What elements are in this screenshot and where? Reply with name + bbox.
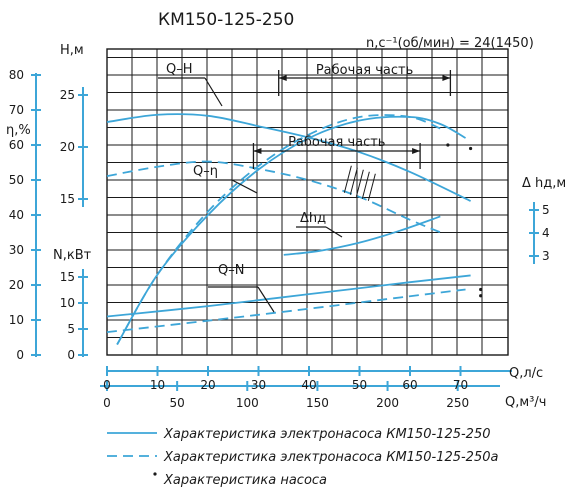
speed-label: n,с⁻¹(об/мин) = 24(1450) [366,36,534,51]
qh-curve-solid [106,113,471,202]
qn-label-leader-2 [257,286,275,313]
y-tick-label-dh: 4 [542,226,550,240]
pump-point-marker [446,143,450,147]
power-curve-solid [106,274,471,318]
y-tick-label-dh: 5 [542,203,550,217]
y-tick-label-N: 0 [67,348,75,362]
y-axis-label-eta: η,% [6,123,31,138]
pump-point-marker [469,146,473,151]
x-axis-label-m3h: Q,м³/ч [505,395,546,410]
y-tick-label-eta: 20 [9,278,24,292]
legend-label: Характеристика насоса [163,473,327,488]
x-axis-label-ls: Q,л/с [509,366,543,381]
y-axis-label-H: H,м [60,43,84,58]
operating-range-hatch [367,173,376,201]
y-tick-label-N: 10 [60,296,75,310]
operating-range-eta-label: Рабочая часть [288,135,385,150]
chart-marks [31,70,539,476]
npsh-label: Δhд [300,211,326,226]
y-axis-label-dh: Δ hд,м [522,176,566,191]
x-tick-label-ls: 70 [453,378,468,392]
y-tick-label-eta: 30 [9,243,24,257]
chart-title: КМ150-125-250 [158,10,294,30]
qh-label-leader-2 [204,77,223,107]
x-tick-label-ls: 60 [402,378,417,392]
y-tick-label-eta: 10 [9,313,24,327]
y-tick-label-eta: 80 [9,68,24,82]
qh-curve-dashed [106,160,441,234]
qh-label: Q–H [166,62,193,77]
operating-range-hatch [343,165,352,193]
x-tick-label-m3h: 0 [103,396,111,410]
y-tick-label-eta: 60 [9,138,24,152]
x-tick-label-ls: 40 [301,378,316,392]
qn-label: Q–N [218,263,244,278]
eta-label-leader-2 [231,179,258,194]
x-tick-label-ls: 20 [200,378,215,392]
operating-range-qh-arrow-left [278,75,287,81]
x-tick-label-m3h: 200 [376,396,399,410]
x-tick-label-ls: 10 [150,378,165,392]
x-tick-label-ls: 30 [251,378,266,392]
y-tick-label-eta: 50 [9,173,24,187]
x-tick-label-ls: 0 [103,378,111,392]
x-tick-label-m3h: 150 [306,396,329,410]
x-tick-label-m3h: 100 [236,396,259,410]
y-tick-label-N: 15 [60,270,75,284]
operating-range-hatch [355,169,364,197]
y-tick-label-eta: 40 [9,208,24,222]
operating-range-qh-arrow-right [442,75,451,81]
chart-texts: КМ150-125-250 n,с⁻¹(об/мин) = 24(1450) 0 10… [6,10,566,488]
eta-label: Q–η [193,164,218,179]
operating-range-eta-arrow-right [412,148,421,154]
x-tick-label-m3h: 50 [169,396,184,410]
operating-range-eta-arrow-left [253,148,262,154]
npsh-curve [283,215,441,256]
y-tick-label-N: 5 [67,322,75,336]
operating-range-hatch [361,171,370,199]
legend-label: Характеристика электронасоса КМ150-125-2… [163,450,498,465]
power-curve-dashed [106,288,466,334]
y-tick-label-eta: 70 [9,103,24,117]
x-tick-label-m3h: 250 [446,396,469,410]
y-tick-label-eta: 0 [16,348,24,362]
pump-point-marker [479,287,483,292]
y-tick-label-dh: 3 [542,249,550,263]
y-tick-label-H: 15 [60,192,75,206]
x-tick-label-ls: 50 [352,378,367,392]
pump-point-marker [479,294,483,298]
y-tick-label-H: 20 [60,140,75,154]
operating-range-qh-label: Рабочая часть [316,63,413,78]
efficiency-curve-dashed [116,114,446,345]
y-tick-label-H: 25 [60,88,75,102]
operating-range-hatch [349,167,358,195]
chart-grid [106,48,509,356]
npsh-label-leader-2 [325,226,343,238]
y-axis-label-N: N,кВт [53,248,92,263]
legend-dot-marker [153,472,157,476]
legend-label: Характеристика электронасоса КМ150-125-2… [163,427,491,442]
